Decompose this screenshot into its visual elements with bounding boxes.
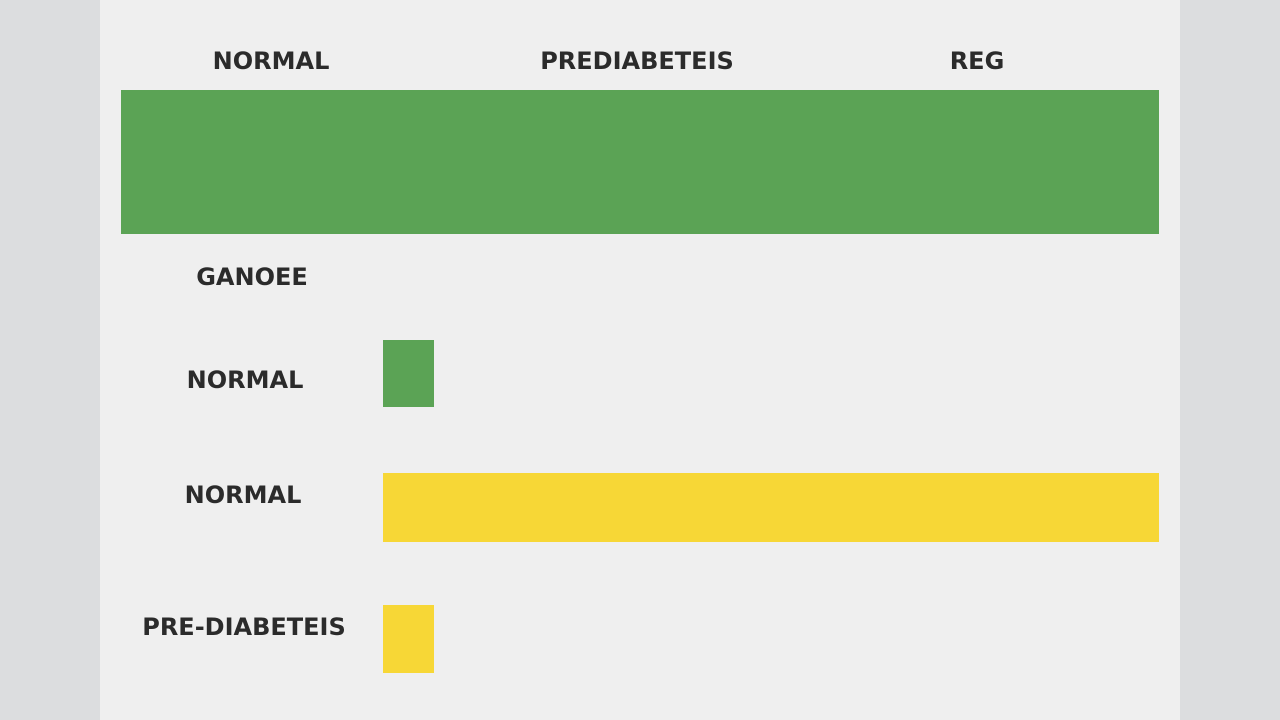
row-label: NORMAL: [185, 481, 302, 509]
section-label: GANOEE: [196, 263, 308, 291]
row-label: NORMAL: [187, 366, 304, 394]
row-bar: [383, 340, 434, 407]
row-bar: [383, 605, 434, 673]
row-label: PRE-DIABETEIS: [142, 613, 346, 641]
row-bar: [383, 473, 1159, 542]
header-label: NORMAL: [213, 47, 330, 75]
header-bar: [121, 90, 1159, 234]
header-label: REG: [950, 47, 1005, 75]
header-label: PREDIABETEIS: [540, 47, 734, 75]
